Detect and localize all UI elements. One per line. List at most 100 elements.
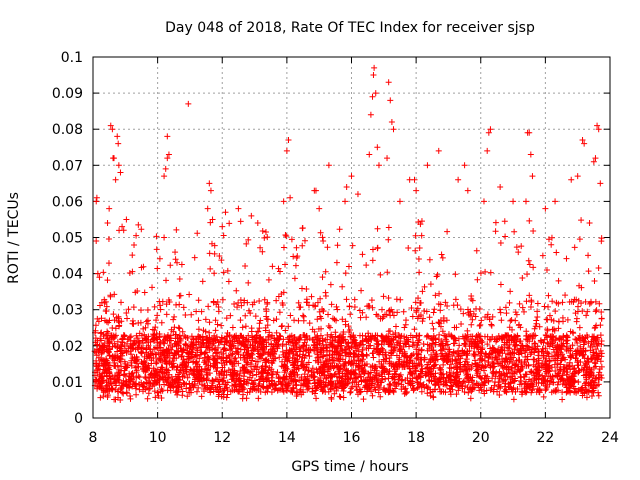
data-point — [343, 296, 350, 303]
data-point — [98, 329, 105, 336]
data-point — [544, 316, 551, 323]
data-point — [190, 367, 197, 374]
data-point — [348, 173, 355, 180]
data-point — [510, 198, 517, 205]
data-point — [434, 377, 441, 384]
x-tick-label: 12 — [213, 430, 231, 446]
data-point — [216, 381, 223, 388]
data-point — [590, 341, 597, 348]
data-point — [290, 378, 297, 385]
data-point — [556, 335, 563, 342]
data-point — [588, 339, 595, 346]
data-point — [366, 384, 373, 391]
y-tick-label: 0.1 — [61, 50, 83, 66]
data-point — [154, 339, 161, 346]
data-point — [579, 384, 586, 391]
data-point — [202, 382, 209, 389]
data-point — [214, 386, 221, 393]
data-point — [324, 244, 331, 251]
data-point — [409, 363, 416, 370]
data-point — [105, 330, 112, 337]
data-point — [583, 332, 590, 339]
data-point — [514, 385, 521, 392]
data-point — [468, 321, 475, 328]
data-point — [385, 236, 392, 243]
data-point — [499, 350, 506, 357]
data-point — [576, 335, 583, 342]
data-point — [227, 388, 234, 395]
data-point — [100, 389, 107, 396]
data-point — [357, 341, 364, 348]
data-point — [136, 386, 143, 393]
data-point — [530, 356, 537, 363]
data-point — [237, 317, 244, 324]
data-point — [123, 310, 130, 317]
data-point — [280, 289, 287, 296]
data-point — [164, 155, 171, 162]
data-point — [405, 380, 412, 387]
data-point — [245, 332, 252, 339]
data-point — [187, 343, 194, 350]
data-point — [143, 318, 150, 325]
data-point — [112, 176, 119, 183]
data-point — [478, 365, 485, 372]
data-point — [193, 388, 200, 395]
data-point — [109, 325, 116, 332]
data-point — [349, 339, 356, 346]
data-point — [339, 283, 346, 290]
data-point — [284, 366, 291, 373]
data-point — [259, 248, 266, 255]
data-point — [555, 300, 562, 307]
data-point — [435, 147, 442, 154]
data-point — [149, 383, 156, 390]
data-point — [403, 341, 410, 348]
data-point — [313, 395, 320, 402]
data-point — [508, 373, 515, 380]
data-point — [303, 347, 310, 354]
data-point — [179, 359, 186, 366]
data-point — [517, 373, 524, 380]
data-point — [528, 369, 535, 376]
data-point — [545, 292, 552, 299]
data-point — [198, 308, 205, 315]
data-point — [218, 360, 225, 367]
data-point — [507, 379, 514, 386]
data-point — [270, 368, 277, 375]
data-point — [157, 306, 164, 313]
data-point — [479, 381, 486, 388]
data-point — [443, 371, 450, 378]
data-point — [503, 339, 510, 346]
data-point — [577, 343, 584, 350]
data-point — [423, 371, 430, 378]
data-point — [270, 350, 277, 357]
data-point — [245, 236, 252, 243]
data-point — [163, 346, 170, 353]
data-point — [378, 371, 385, 378]
data-point — [315, 353, 322, 360]
data-point — [156, 344, 163, 351]
data-point — [375, 372, 382, 379]
data-point — [593, 346, 599, 353]
data-point — [386, 381, 393, 388]
data-point — [571, 377, 578, 384]
y-tick-label: 0.02 — [52, 339, 83, 355]
data-point — [290, 385, 297, 392]
data-point — [387, 352, 394, 359]
x-tick-labels: 8 10 12 14 16 18 20 22 24 — [89, 430, 619, 446]
data-point — [124, 315, 131, 322]
data-point — [131, 241, 138, 248]
data-point — [176, 325, 183, 332]
data-point — [266, 378, 273, 385]
data-point — [515, 322, 522, 329]
data-point — [220, 350, 227, 357]
data-point — [305, 302, 312, 309]
data-point — [390, 126, 397, 133]
data-point — [145, 342, 152, 349]
data-point — [492, 378, 499, 385]
data-point — [237, 218, 244, 225]
data-point — [429, 347, 436, 354]
data-point — [285, 380, 292, 387]
data-point — [518, 374, 525, 381]
data-point — [511, 361, 518, 368]
data-point — [178, 261, 185, 268]
